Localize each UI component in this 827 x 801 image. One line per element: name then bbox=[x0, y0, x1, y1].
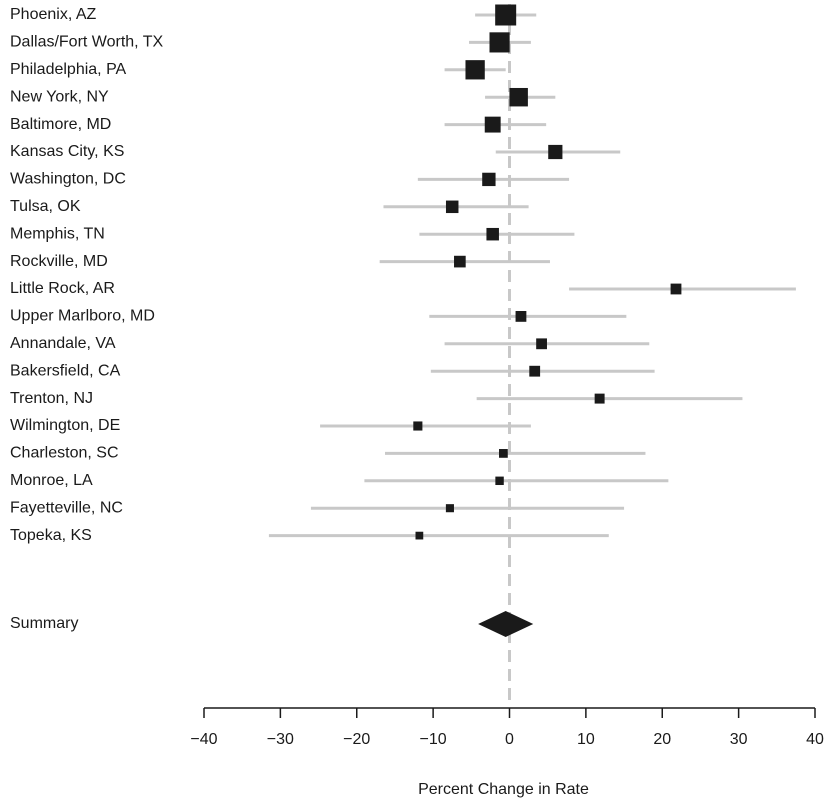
study-row: Monroe, LA bbox=[10, 472, 669, 489]
study-row: Phoenix, AZ bbox=[10, 4, 537, 26]
study-row: Little Rock, AR bbox=[10, 280, 796, 297]
x-axis: −40 −30 −20 −10 0 10 20 30 40 Percent Change in … bbox=[190, 707, 824, 798]
study-row: Kansas City, KS bbox=[10, 143, 621, 160]
point-estimate bbox=[670, 283, 682, 295]
study-row: Wilmington, DE bbox=[10, 417, 531, 434]
study-label: Fayetteville, NC bbox=[10, 499, 123, 516]
point-estimate bbox=[499, 449, 508, 458]
summary-diamond bbox=[478, 611, 534, 637]
point-estimate bbox=[495, 4, 517, 26]
study-row: Baltimore, MD bbox=[10, 116, 547, 133]
study-row: Rockville, MD bbox=[10, 253, 550, 270]
summary-label: Summary bbox=[10, 615, 78, 632]
x-tick-label: −10 bbox=[420, 731, 447, 748]
study-row: Annandale, VA bbox=[10, 335, 650, 352]
x-axis-ticks: −40 −30 −20 −10 0 10 20 30 40 bbox=[190, 708, 824, 748]
point-estimate bbox=[445, 200, 459, 214]
x-tick-label: 10 bbox=[577, 731, 595, 748]
point-estimate bbox=[484, 116, 501, 133]
point-estimate bbox=[548, 144, 563, 160]
study-label: Kansas City, KS bbox=[10, 143, 124, 160]
study-row: Dallas/Fort Worth, TX bbox=[10, 32, 531, 53]
study-label: New York, NY bbox=[10, 88, 109, 105]
x-tick-label: 0 bbox=[505, 731, 514, 748]
point-estimate bbox=[482, 172, 496, 187]
x-tick-label: 40 bbox=[806, 731, 824, 748]
study-label: Trenton, NJ bbox=[10, 390, 93, 407]
study-label: Washington, DC bbox=[10, 171, 126, 188]
study-row: Trenton, NJ bbox=[10, 390, 743, 407]
study-row: Tulsa, OK bbox=[10, 198, 529, 215]
study-label: Memphis, TN bbox=[10, 225, 105, 242]
point-estimate bbox=[445, 504, 454, 513]
study-label: Annandale, VA bbox=[10, 335, 116, 352]
point-estimate bbox=[536, 338, 547, 350]
study-row: New York, NY bbox=[10, 87, 556, 107]
study-row: Fayetteville, NC bbox=[10, 499, 625, 516]
point-estimate bbox=[465, 60, 485, 80]
study-row: Washington, DC bbox=[10, 171, 570, 188]
study-label: Baltimore, MD bbox=[10, 116, 111, 133]
study-row: Philadelphia, PA bbox=[10, 60, 506, 80]
study-label: Philadelphia, PA bbox=[10, 61, 127, 78]
study-row: Memphis, TN bbox=[10, 225, 575, 242]
x-tick-label: −30 bbox=[267, 731, 294, 748]
study-row: Bakersfield, CA bbox=[10, 362, 655, 379]
study-label: Charleston, SC bbox=[10, 445, 119, 462]
point-estimate bbox=[509, 87, 528, 107]
summary-row: Summary bbox=[10, 611, 534, 637]
study-rows: Phoenix, AZ Dallas/Fort Worth, TX Philadel… bbox=[10, 4, 796, 544]
study-label: Phoenix, AZ bbox=[10, 6, 97, 23]
study-label: Topeka, KS bbox=[10, 527, 92, 544]
point-estimate bbox=[515, 311, 527, 322]
point-estimate bbox=[529, 365, 541, 377]
point-estimate bbox=[454, 255, 466, 268]
point-estimate bbox=[486, 227, 499, 241]
study-label: Dallas/Fort Worth, TX bbox=[10, 34, 164, 51]
study-label: Wilmington, DE bbox=[10, 417, 120, 434]
study-row: Upper Marlboro, MD bbox=[10, 308, 627, 325]
x-tick-label: −20 bbox=[343, 731, 370, 748]
study-label: Upper Marlboro, MD bbox=[10, 308, 155, 325]
point-estimate bbox=[413, 421, 423, 431]
point-estimate bbox=[415, 531, 424, 540]
point-estimate bbox=[489, 32, 510, 53]
point-estimate bbox=[594, 393, 605, 404]
x-tick-label: 30 bbox=[730, 731, 748, 748]
study-label: Tulsa, OK bbox=[10, 198, 81, 215]
study-row: Topeka, KS bbox=[10, 527, 609, 544]
x-tick-label: 20 bbox=[653, 731, 671, 748]
study-label: Bakersfield, CA bbox=[10, 362, 121, 379]
study-row: Charleston, SC bbox=[10, 445, 646, 462]
x-axis-title: Percent Change in Rate bbox=[418, 781, 589, 798]
study-label: Little Rock, AR bbox=[10, 280, 115, 297]
study-label: Monroe, LA bbox=[10, 472, 93, 489]
study-label: Rockville, MD bbox=[10, 253, 108, 270]
x-tick-label: −40 bbox=[190, 731, 217, 748]
point-estimate bbox=[495, 476, 504, 486]
